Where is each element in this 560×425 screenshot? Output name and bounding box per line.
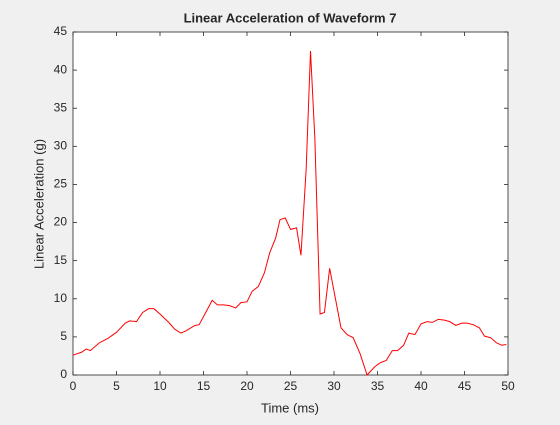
x-axis-label: Time (ms) [261,400,319,415]
data-line [72,51,507,376]
x-tick-label: 35 [371,379,385,393]
y-tick-label: 20 [54,215,68,229]
y-tick-label: 15 [54,253,68,267]
x-tick-label: 25 [284,379,298,393]
x-tick-label: 45 [458,379,472,393]
y-axis-label: Linear Acceleration (g) [31,139,46,269]
x-tick-label: 15 [197,379,211,393]
x-tick-label: 10 [153,379,167,393]
y-tick-label: 30 [54,139,68,153]
y-tick-label: 5 [60,329,67,343]
y-tick-label: 0 [60,367,67,381]
y-tick-label: 10 [54,291,68,305]
x-tick-label: 50 [501,379,515,393]
x-tick-label: 30 [327,379,341,393]
chart-title: Linear Acceleration of Waveform 7 [184,10,397,25]
y-tick-label: 40 [54,62,68,76]
plot-area [72,31,509,376]
x-tick-label: 5 [113,379,120,393]
x-tick-label: 40 [414,379,428,393]
x-tick-label: 0 [70,379,77,393]
y-tick-label: 35 [54,100,68,114]
x-tick-label: 20 [240,379,254,393]
y-tick-label: 45 [54,24,68,38]
y-tick-label: 25 [54,177,68,191]
